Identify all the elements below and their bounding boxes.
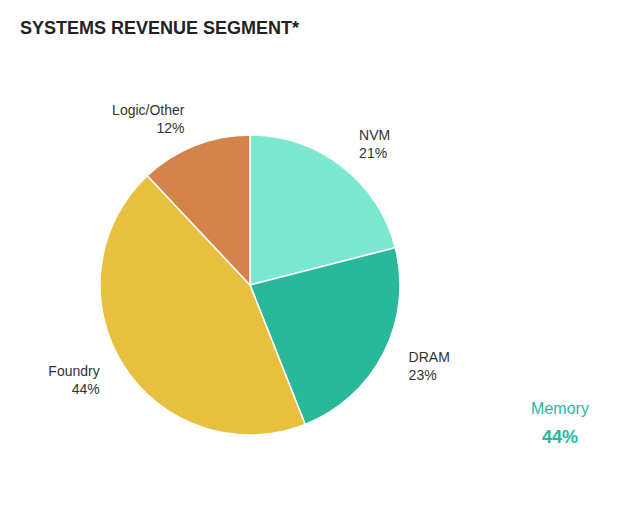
data-label: 23% bbox=[409, 367, 437, 383]
category-label: Foundry bbox=[48, 363, 99, 379]
slice-labels: NVM 21% DRAM 23% Foundry 44% Logic/Other 12% bbox=[48, 102, 449, 397]
category-label: DRAM bbox=[409, 349, 450, 365]
data-label: 12% bbox=[156, 120, 184, 136]
annotation-text: Memory bbox=[531, 400, 589, 417]
category-label: Logic/Other bbox=[112, 102, 185, 118]
slice bbox=[147, 135, 250, 285]
data-label: 21% bbox=[359, 145, 387, 161]
annotation-value: 44% bbox=[542, 427, 578, 447]
chart: SYSTEMS REVENUE SEGMENT* NVM 21% DRAM 23% Fou… bbox=[0, 0, 640, 512]
category-label: NVM bbox=[359, 127, 390, 143]
title: SYSTEMS REVENUE SEGMENT* bbox=[20, 18, 299, 38]
pie bbox=[100, 135, 400, 435]
data-label: 44% bbox=[72, 381, 100, 397]
